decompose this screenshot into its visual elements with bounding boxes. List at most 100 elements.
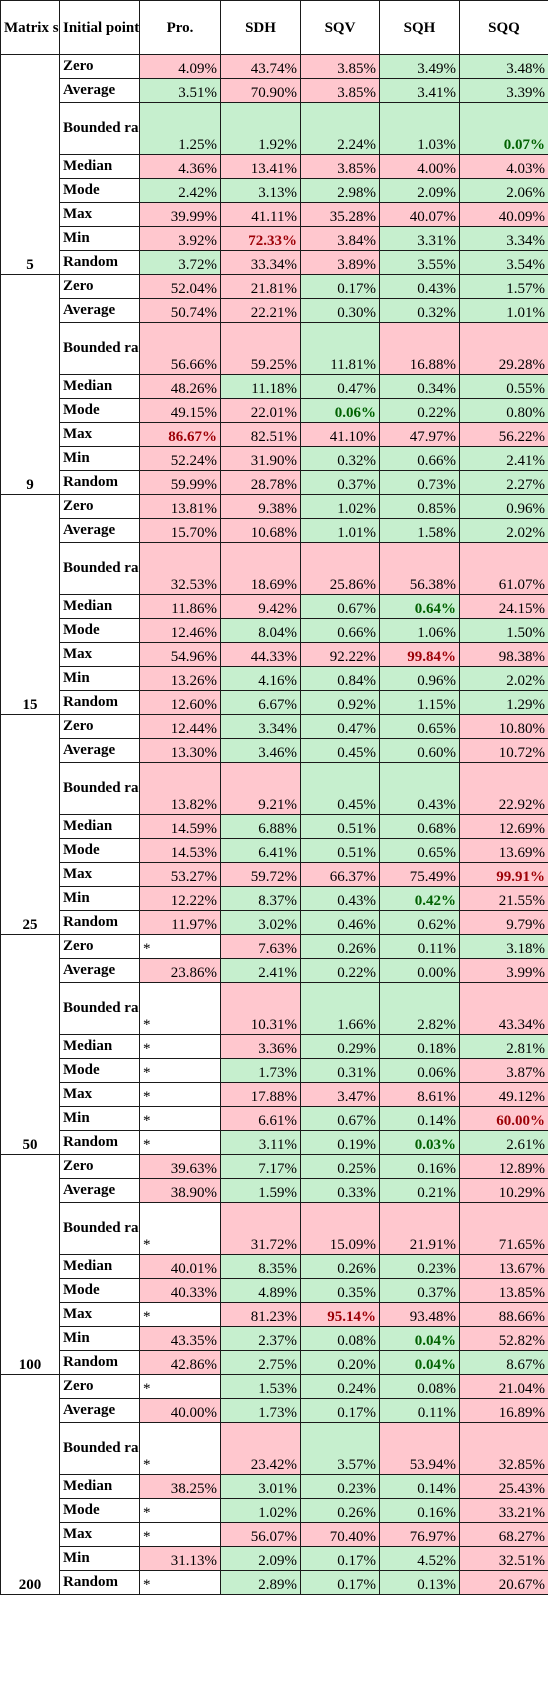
- initial-point-cell: Zero: [59, 934, 140, 959]
- initial-point-cell: Random: [59, 1130, 140, 1155]
- table-row: Random 11.97% 3.02% 0.46% 0.62% 9.79%: [1, 910, 548, 935]
- initial-point-cell: Average: [59, 518, 140, 543]
- value-cell-sqv: 0.47%: [300, 714, 380, 739]
- table-row: 25 Zero 12.44% 3.34% 0.47% 0.65% 10.80%: [0, 714, 548, 935]
- table-row: Max * 17.88% 3.47% 8.61% 49.12%: [1, 1082, 548, 1107]
- value-cell-sqq: 3.18%: [459, 934, 548, 959]
- value-cell-sqh: 0.22%: [379, 398, 460, 423]
- value-cell-sdh: 10.31%: [220, 982, 301, 1035]
- value-cell-sqh: 3.55%: [379, 250, 460, 275]
- value-cell-sdh: 1.73%: [220, 1398, 301, 1423]
- value-cell-pro: 49.15%: [139, 398, 221, 423]
- value-cell-sqv: 0.32%: [300, 446, 380, 471]
- value-cell-sqq: 68.27%: [459, 1522, 548, 1547]
- value-cell-sqv: 3.85%: [300, 154, 380, 179]
- table-row: Median 11.86% 9.42% 0.67% 0.64% 24.15%: [1, 594, 548, 619]
- value-cell-sqh: 76.97%: [379, 1522, 460, 1547]
- initial-point-cell: Average: [59, 1178, 140, 1203]
- value-cell-pro: 12.60%: [139, 690, 221, 715]
- value-cell-sqq: 3.87%: [459, 1058, 548, 1083]
- value-cell-sqv: 11.81%: [300, 322, 380, 375]
- value-cell-sdh: 1.53%: [220, 1374, 301, 1399]
- table-row: Bounded random*31.72%15.09%21.91%71.65%: [1, 1202, 548, 1255]
- table-row: Average 50.74% 22.21% 0.30% 0.32% 1.01%: [1, 298, 548, 323]
- value-cell-sqh: 0.65%: [379, 714, 460, 739]
- table-row: Mode * 1.02% 0.26% 0.16% 33.21%: [1, 1498, 548, 1523]
- initial-point-cell: Max: [59, 202, 140, 227]
- value-cell-pro: *: [139, 982, 221, 1035]
- value-cell-sqv: 3.84%: [300, 226, 380, 251]
- value-cell-pro: 50.74%: [139, 298, 221, 323]
- value-cell-sqh: 1.15%: [379, 690, 460, 715]
- value-cell-pro: 59.99%: [139, 470, 221, 495]
- value-cell-sqq: 1.29%: [459, 690, 548, 715]
- initial-point-cell: Mode: [59, 178, 140, 203]
- table-row: Min 12.22% 8.37% 0.43% 0.42% 21.55%: [1, 886, 548, 911]
- value-cell-sqv: 1.01%: [300, 518, 380, 543]
- value-cell-sqq: 1.57%: [459, 274, 548, 299]
- initial-point-cell: Zero: [59, 1154, 140, 1179]
- value-cell-sqq: 21.55%: [459, 886, 548, 911]
- initial-point-cell: Min: [59, 1326, 140, 1351]
- value-cell-pro: 1.25%: [139, 102, 221, 155]
- table-row: Min 43.35% 2.37% 0.08% 0.04% 52.82%: [1, 1326, 548, 1351]
- value-cell-pro: 15.70%: [139, 518, 221, 543]
- table-row: Bounded random1.25%1.92%2.24%1.03%0.07%: [1, 102, 548, 155]
- table-row: Min 52.24% 31.90% 0.32% 0.66% 2.41%: [1, 446, 548, 471]
- value-cell-sqv: 0.47%: [300, 374, 380, 399]
- table-row: Median 14.59% 6.88% 0.51% 0.68% 12.69%: [1, 814, 548, 839]
- value-cell-sdh: 3.01%: [220, 1474, 301, 1499]
- value-cell-sqv: 2.98%: [300, 178, 380, 203]
- initial-point-cell: Mode: [59, 618, 140, 643]
- value-cell-pro: 54.96%: [139, 642, 221, 667]
- value-cell-sqh: 0.00%: [379, 958, 460, 983]
- table-row: Average 3.51% 70.90% 3.85% 3.41% 3.39%: [1, 78, 548, 103]
- table-row: 200 Zero * 1.53% 0.24% 0.08% 21.04%: [0, 1374, 548, 1595]
- value-cell-pro: 4.09%: [139, 54, 221, 79]
- value-cell-sqh: 1.58%: [379, 518, 460, 543]
- value-cell-sqv: 3.85%: [300, 54, 380, 79]
- value-cell-sqh: 0.11%: [379, 934, 460, 959]
- value-cell-sqh: 2.82%: [379, 982, 460, 1035]
- value-cell-sdh: 3.11%: [220, 1130, 301, 1155]
- value-cell-pro: *: [139, 1570, 221, 1595]
- table-row: 9 Zero 52.04% 21.81% 0.17% 0.43% 1.57%: [0, 274, 548, 495]
- value-cell-pro: 4.36%: [139, 154, 221, 179]
- value-cell-sdh: 81.23%: [220, 1302, 301, 1327]
- table-row: Mode 2.42% 3.13% 2.98% 2.09% 2.06%: [1, 178, 548, 203]
- value-cell-pro: *: [139, 1498, 221, 1523]
- value-cell-sqv: 0.06%: [300, 398, 380, 423]
- table-row: Median 38.25% 3.01% 0.23% 0.14% 25.43%: [1, 1474, 548, 1499]
- value-cell-sqq: 0.80%: [459, 398, 548, 423]
- value-cell-sdh: 3.13%: [220, 178, 301, 203]
- matrix-size-cell: 200: [0, 1374, 60, 1595]
- value-cell-sqh: 0.37%: [379, 1278, 460, 1303]
- value-cell-sqv: 35.28%: [300, 202, 380, 227]
- value-cell-pro: 3.92%: [139, 226, 221, 251]
- value-cell-sqv: 0.30%: [300, 298, 380, 323]
- value-cell-sdh: 9.21%: [220, 762, 301, 815]
- value-cell-sqh: 40.07%: [379, 202, 460, 227]
- value-cell-pro: *: [139, 1106, 221, 1131]
- value-cell-pro: *: [139, 1034, 221, 1059]
- value-cell-sdh: 23.42%: [220, 1422, 301, 1475]
- value-cell-sqv: 0.22%: [300, 958, 380, 983]
- value-cell-sdh: 4.89%: [220, 1278, 301, 1303]
- initial-point-cell: Min: [59, 446, 140, 471]
- value-cell-pro: 11.97%: [139, 910, 221, 935]
- table-row: Average 15.70% 10.68% 1.01% 1.58% 2.02%: [1, 518, 548, 543]
- value-cell-sqv: 0.19%: [300, 1130, 380, 1155]
- value-cell-sqh: 0.96%: [379, 666, 460, 691]
- value-cell-pro: *: [139, 1202, 221, 1255]
- value-cell-sdh: 3.46%: [220, 738, 301, 763]
- value-cell-sdh: 41.11%: [220, 202, 301, 227]
- initial-point-cell: Mode: [59, 1278, 140, 1303]
- initial-point-cell: Mode: [59, 1498, 140, 1523]
- value-cell-sdh: 33.34%: [220, 250, 301, 275]
- value-cell-pro: 39.99%: [139, 202, 221, 227]
- initial-point-cell: Bounded random: [59, 1422, 140, 1475]
- value-cell-sqq: 2.02%: [459, 666, 548, 691]
- value-cell-sqq: 56.22%: [459, 422, 548, 447]
- value-cell-sqv: 0.46%: [300, 910, 380, 935]
- value-cell-sqv: 0.23%: [300, 1474, 380, 1499]
